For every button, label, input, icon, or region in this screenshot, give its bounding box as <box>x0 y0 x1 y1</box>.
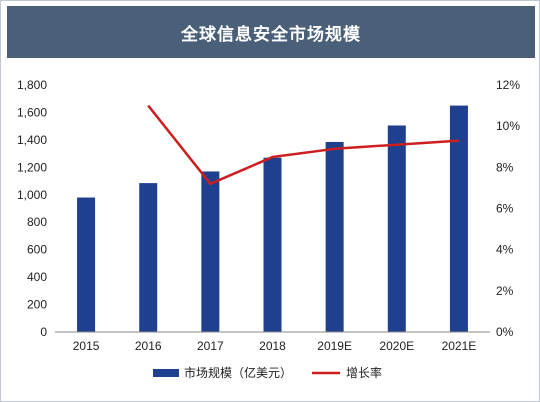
right-tick-label: 2% <box>496 284 514 298</box>
left-tick-label: 0 <box>40 325 47 339</box>
right-tick-label: 12% <box>496 78 520 92</box>
left-tick-label: 600 <box>27 243 47 257</box>
bar <box>387 125 406 332</box>
x-tick-label: 2021E <box>442 339 477 353</box>
growth-line-series <box>147 104 460 186</box>
x-tick-label: 2015 <box>73 339 100 353</box>
left-tick-label: 1,200 <box>17 160 47 174</box>
legend-label-bar: 市场规模（亿美元） <box>184 365 292 380</box>
left-tick-label: 1,000 <box>17 188 47 202</box>
left-tick-label: 400 <box>27 270 47 284</box>
chart-title: 全球信息安全市场规模 <box>181 24 361 45</box>
x-tick-label: 2016 <box>135 339 162 353</box>
right-tick-label: 6% <box>496 202 514 216</box>
bar <box>263 157 282 332</box>
legend-swatch-bar <box>153 369 179 377</box>
right-tick-label: 4% <box>496 243 514 257</box>
x-tick-label: 2019E <box>317 339 352 353</box>
left-tick-label: 1,400 <box>17 133 47 147</box>
bar <box>325 141 344 332</box>
bar <box>77 197 96 332</box>
bar-series <box>77 105 468 332</box>
bar <box>449 105 468 332</box>
bar <box>139 183 158 332</box>
right-tick-label: 10% <box>496 119 520 133</box>
x-tick-label: 2020E <box>379 339 414 353</box>
left-tick-label: 800 <box>27 215 47 229</box>
left-axis: 0 200 400 600 800 1,000 1,200 1,400 1,600 1,800 <box>17 78 47 339</box>
title-bar: 全球信息安全市场规模 <box>7 6 535 58</box>
right-axis: 0% 2% 4% 6% 8% 10% 12% <box>496 78 520 339</box>
left-tick-label: 1,800 <box>17 78 47 92</box>
right-tick-label: 8% <box>496 160 514 174</box>
left-tick-label: 1,600 <box>17 105 47 119</box>
x-axis: 2015 2016 2017 2018 2019E 2020E 2021E <box>73 339 477 353</box>
right-tick-label: 0% <box>496 325 514 339</box>
bar <box>201 171 220 332</box>
legend-label-line: 增长率 <box>346 365 382 380</box>
legend: 市场规模（亿美元） 增长率 <box>153 365 382 380</box>
x-tick-label: 2018 <box>259 339 286 353</box>
growth-line <box>147 104 460 186</box>
left-tick-label: 200 <box>27 298 47 312</box>
x-tick-label: 2017 <box>197 339 224 353</box>
